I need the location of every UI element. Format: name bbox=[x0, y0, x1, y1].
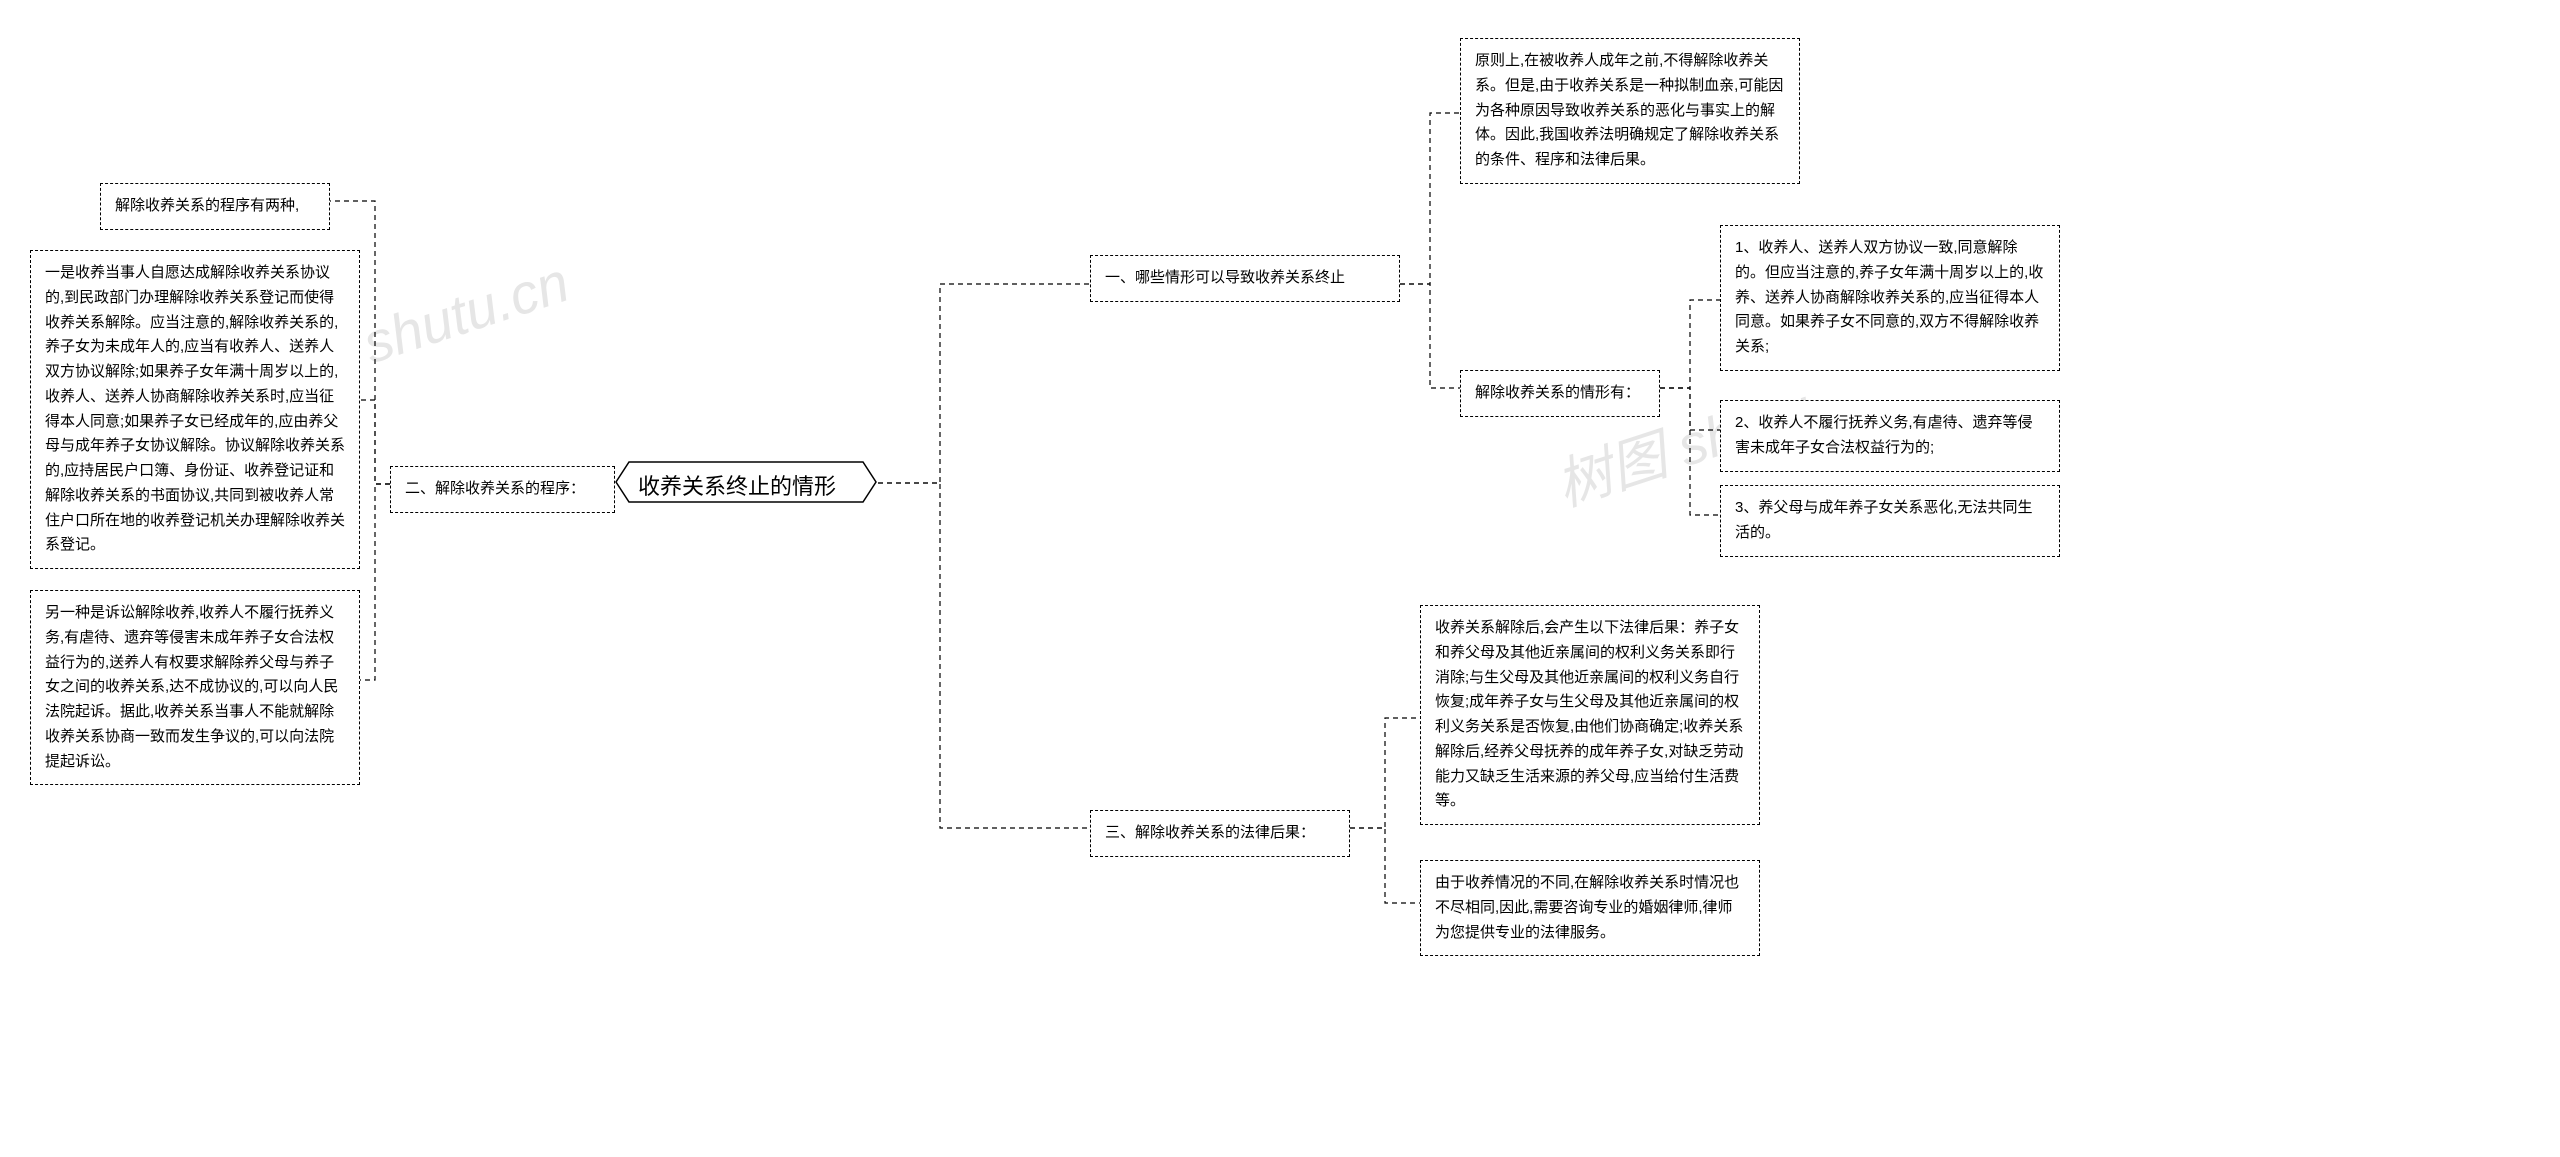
node-r1b-text: 解除收养关系的情形有： bbox=[1475, 384, 1640, 401]
node-r1b: 解除收养关系的情形有： bbox=[1460, 370, 1660, 417]
node-l2a-text: 解除收养关系的程序有两种, bbox=[115, 197, 299, 214]
node-r3a-text: 收养关系解除后,会产生以下法律后果：养子女和养父母及其他近亲属间的权利义务关系即… bbox=[1435, 619, 1743, 809]
node-l2c-text: 另一种是诉讼解除收养,收养人不履行抚养义务,有虐待、遗弃等侵害未成年养子女合法权… bbox=[45, 604, 338, 770]
node-r1b1-text: 1、收养人、送养人双方协议一致,同意解除的。但应当注意的,养子女年满十周岁以上的… bbox=[1735, 239, 2043, 355]
node-r3a: 收养关系解除后,会产生以下法律后果：养子女和养父母及其他近亲属间的权利义务关系即… bbox=[1420, 605, 1760, 825]
branch-r1: 一、哪些情形可以导致收养关系终止 bbox=[1090, 255, 1400, 302]
branch-r3: 三、解除收养关系的法律后果： bbox=[1090, 810, 1350, 857]
branch-l2-label: 二、解除收养关系的程序： bbox=[405, 480, 585, 497]
node-r1a: 原则上,在被收养人成年之前,不得解除收养关系。但是,由于收养关系是一种拟制血亲,… bbox=[1460, 38, 1800, 184]
node-r1b3: 3、养父母与成年养子女关系恶化,无法共同生活的。 bbox=[1720, 485, 2060, 557]
node-r1b2: 2、收养人不履行抚养义务,有虐待、遗弃等侵害未成年子女合法权益行为的; bbox=[1720, 400, 2060, 472]
branch-r3-label: 三、解除收养关系的法律后果： bbox=[1105, 824, 1315, 841]
node-r1b3-text: 3、养父母与成年养子女关系恶化,无法共同生活的。 bbox=[1735, 499, 2033, 541]
connectors bbox=[0, 0, 2560, 1157]
root-label: 收养关系终止的情形 bbox=[616, 462, 858, 508]
node-r3b-text: 由于收养情况的不同,在解除收养关系时情况也不尽相同,因此,需要咨询专业的婚姻律师… bbox=[1435, 874, 1739, 941]
node-r1a-text: 原则上,在被收养人成年之前,不得解除收养关系。但是,由于收养关系是一种拟制血亲,… bbox=[1475, 52, 1783, 168]
node-r1b1: 1、收养人、送养人双方协议一致,同意解除的。但应当注意的,养子女年满十周岁以上的… bbox=[1720, 225, 2060, 371]
branch-l2: 二、解除收养关系的程序： bbox=[390, 466, 615, 513]
root-node: 收养关系终止的情形 bbox=[616, 462, 858, 508]
watermark-1: shutu.cn bbox=[355, 249, 576, 376]
node-l2b: 一是收养当事人自愿达成解除收养关系协议的,到民政部门办理解除收养关系登记而使得收… bbox=[30, 250, 360, 569]
node-r1b2-text: 2、收养人不履行抚养义务,有虐待、遗弃等侵害未成年子女合法权益行为的; bbox=[1735, 414, 2033, 456]
branch-r1-label: 一、哪些情形可以导致收养关系终止 bbox=[1105, 269, 1345, 286]
node-l2c: 另一种是诉讼解除收养,收养人不履行抚养义务,有虐待、遗弃等侵害未成年养子女合法权… bbox=[30, 590, 360, 785]
node-r3b: 由于收养情况的不同,在解除收养关系时情况也不尽相同,因此,需要咨询专业的婚姻律师… bbox=[1420, 860, 1760, 956]
node-l2a: 解除收养关系的程序有两种, bbox=[100, 183, 330, 230]
node-l2b-text: 一是收养当事人自愿达成解除收养关系协议的,到民政部门办理解除收养关系登记而使得收… bbox=[45, 264, 345, 553]
